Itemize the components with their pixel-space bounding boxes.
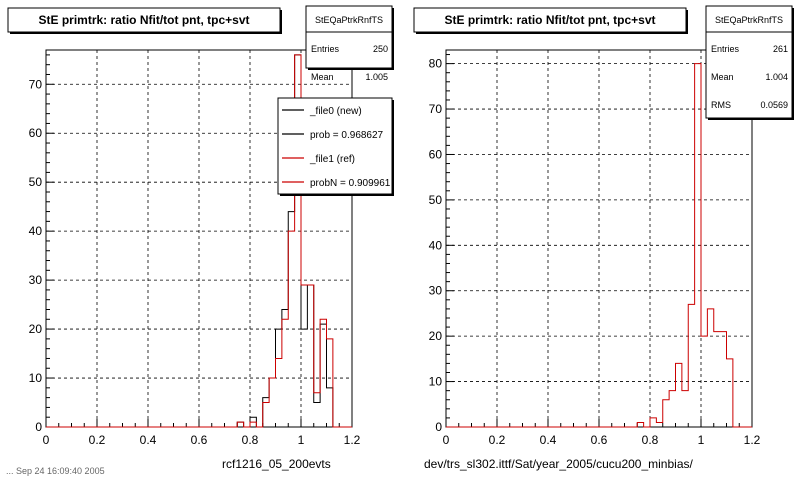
title-box — [7, 7, 281, 33]
x-tick-label: 0.6 — [191, 433, 208, 447]
x-tick-label: 1 — [298, 433, 305, 447]
y-tick-label: 40 — [429, 238, 443, 252]
y-tick-label: 40 — [29, 224, 43, 238]
stats-box — [305, 5, 393, 69]
y-tick-label: 30 — [429, 284, 443, 298]
x-tick-label: 1 — [698, 433, 705, 447]
x-tick-label: 0 — [443, 433, 450, 447]
x-tick-label: 0 — [43, 433, 50, 447]
stats-label: Entries — [711, 44, 740, 54]
x-tick-label: 0.2 — [89, 433, 106, 447]
x-tick-label: 0.8 — [642, 433, 659, 447]
legend-label: _file0 (new) — [309, 106, 362, 117]
y-tick-label: 20 — [429, 329, 443, 343]
x-tick-label: 1.2 — [744, 433, 761, 447]
stats-label: Entries — [311, 44, 340, 54]
y-tick-label: 60 — [29, 126, 43, 140]
y-tick-label: 60 — [429, 147, 443, 161]
stats-box — [705, 5, 793, 119]
y-tick-label: 10 — [29, 371, 43, 385]
y-tick-label: 50 — [29, 175, 43, 189]
footer-timestamp: ... Sep 24 16:09:40 2005 — [6, 466, 105, 476]
y-tick-label: 10 — [429, 375, 443, 389]
stats-name: StEQaPtrkRnfTS — [315, 15, 383, 25]
x-tick-label: 0.2 — [489, 433, 506, 447]
y-tick-label: 30 — [29, 273, 43, 287]
chart-title: StE primtrk: ratio Nfit/tot pnt, tpc+svt — [444, 13, 655, 27]
y-tick-label: 0 — [435, 420, 442, 434]
y-tick-label: 70 — [429, 102, 443, 116]
x-tick-label: 0.6 — [591, 433, 608, 447]
stats-value: 250 — [373, 44, 388, 54]
stats-label: Mean — [711, 72, 734, 82]
legend-box — [277, 97, 393, 195]
stats-label: RMS — [711, 100, 731, 110]
x-axis-label: rcf1216_05_200evts — [222, 457, 331, 471]
legend-label: prob = 0.968627 — [310, 130, 384, 141]
y-tick-label: 0 — [35, 420, 42, 434]
x-tick-label: 0.4 — [140, 433, 157, 447]
x-axis-label: dev/trs_sl302.ittf/Sat/year_2005/cucu200… — [424, 457, 693, 471]
stats-label: Mean — [311, 72, 334, 82]
title-box — [413, 7, 687, 33]
stats-name: StEQaPtrkRnfTS — [715, 15, 783, 25]
y-tick-label: 20 — [29, 322, 43, 336]
y-tick-label: 50 — [429, 193, 443, 207]
stats-value: 1.004 — [765, 72, 788, 82]
legend-label: _file1 (ref) — [309, 154, 355, 165]
histogram-series-1 — [46, 54, 352, 428]
y-tick-label: 70 — [29, 77, 43, 91]
stats-value: 261 — [773, 44, 788, 54]
x-tick-label: 0.4 — [540, 433, 557, 447]
legend-label: probN = 0.909961 — [310, 178, 391, 189]
chart-title: StE primtrk: ratio Nfit/tot pnt, tpc+svt — [38, 13, 249, 27]
x-tick-label: 1.2 — [344, 433, 361, 447]
stats-value: 0.0569 — [760, 100, 788, 110]
stats-value: 1.005 — [365, 72, 388, 82]
histogram-series-0 — [446, 63, 752, 428]
x-tick-label: 0.8 — [242, 433, 259, 447]
y-tick-label: 80 — [429, 57, 443, 71]
